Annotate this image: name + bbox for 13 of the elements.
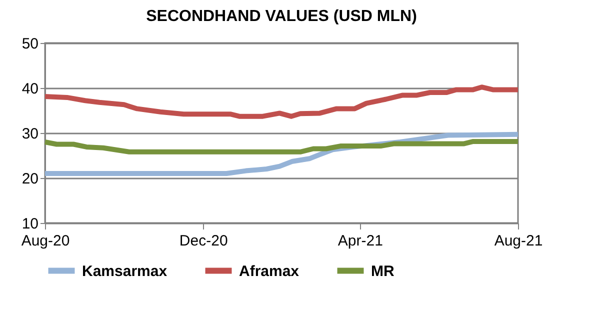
legend-label: MR (371, 262, 394, 280)
y-tick-label: 20 (22, 170, 38, 188)
y-tick-label: 40 (22, 80, 38, 98)
legend-label: Aframax (239, 262, 300, 280)
y-tick-label: 50 (22, 36, 38, 52)
legend-label: Kamsarmax (82, 262, 168, 280)
y-tick-label: 30 (22, 126, 38, 142)
chart-title: SECONDHAND VALUES (USD MLN) (146, 8, 417, 25)
x-tick-label: Apr-21 (338, 232, 383, 250)
x-tick-label: Aug-21 (494, 232, 543, 250)
x-tick-label: Dec-20 (179, 232, 228, 250)
x-tick-label: Aug-20 (21, 232, 70, 250)
y-tick-label: 10 (22, 216, 38, 232)
